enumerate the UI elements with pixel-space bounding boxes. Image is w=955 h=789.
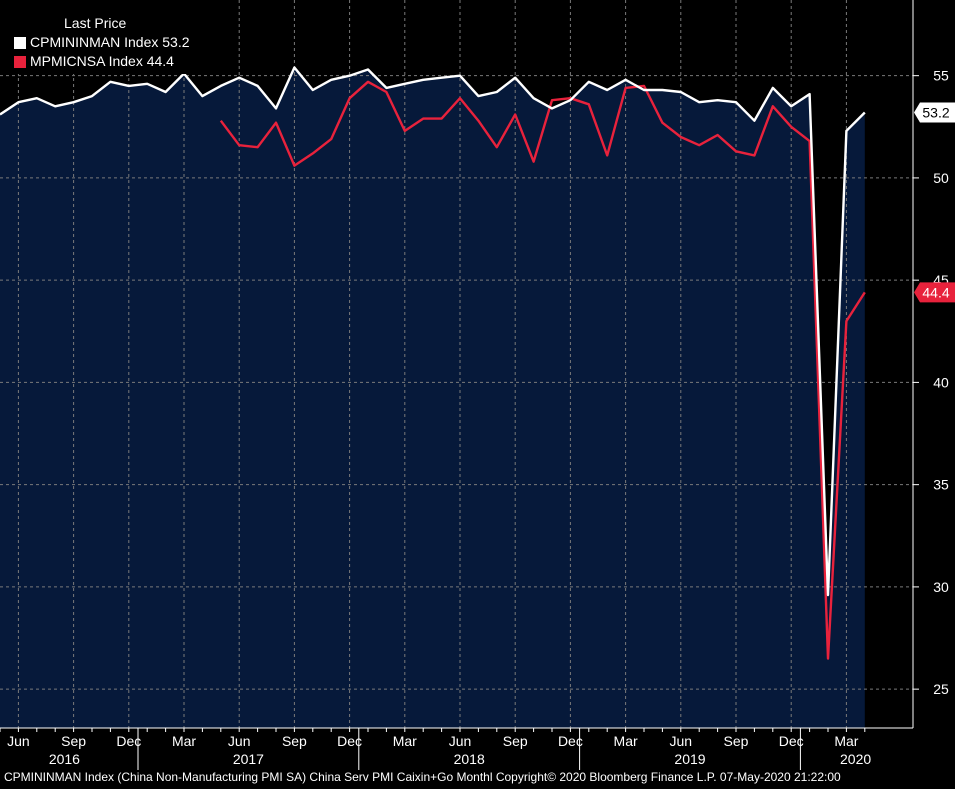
last-value-badge-red — [914, 282, 955, 303]
legend-label: CPMININMAN Index 53.2 — [30, 34, 190, 50]
x-tick-label: Dec — [337, 733, 362, 749]
y-tick-label: 30 — [933, 579, 949, 595]
x-tick-label: Dec — [779, 733, 804, 749]
x-tick-label: Jun — [670, 733, 693, 749]
last-value-badge-white — [914, 102, 955, 123]
legend-label: MPMICNSA Index 44.4 — [30, 53, 174, 69]
legend-swatch-red — [14, 55, 26, 68]
legend: Last Price CPMININMAN Index 53.2 MPMICNS… — [0, 0, 196, 74]
last-value-label: 53.2 — [922, 104, 949, 120]
series-layer — [0, 66, 866, 660]
x-tick-label: Sep — [724, 733, 749, 749]
x-tick-label: Sep — [503, 733, 528, 749]
chart-footer: CPMININMAN Index (China Non-Manufacturin… — [4, 770, 841, 784]
y-tick-label: 50 — [933, 170, 949, 186]
x-tick-label: Mar — [393, 733, 417, 749]
series-area-fill — [0, 67, 865, 728]
x-tick-label: Sep — [61, 733, 86, 749]
series-line-mpmicnsa — [219, 80, 866, 660]
last-value-label: 44.4 — [922, 284, 949, 300]
x-tick-label: Mar — [172, 733, 196, 749]
y-tick-label: 40 — [933, 374, 949, 390]
grid-layer — [0, 0, 913, 728]
axis-layer — [0, 0, 919, 770]
x-tick-label: Jun — [449, 733, 472, 749]
x-tick-label: Dec — [558, 733, 583, 749]
year-label: 2020 — [840, 751, 871, 767]
area-fill-layer — [0, 67, 865, 728]
legend-item-mpmicnsa: MPMICNSA Index 44.4 — [14, 52, 174, 71]
y-tick-label: 25 — [933, 681, 949, 697]
series-line-cpmininman — [0, 66, 866, 597]
y-tick-label: 55 — [933, 68, 949, 84]
year-label: 2019 — [674, 751, 705, 767]
x-tick-label: Jun — [228, 733, 251, 749]
legend-item-cpmininman: CPMININMAN Index 53.2 — [14, 33, 190, 52]
legend-swatch-white — [14, 36, 26, 49]
x-tick-label: Mar — [614, 733, 638, 749]
x-tick-label: Sep — [282, 733, 307, 749]
x-tick-label: Dec — [116, 733, 141, 749]
legend-title: Last Price — [64, 15, 127, 31]
y-tick-label: 35 — [933, 477, 949, 493]
x-tick-label: Jun — [7, 733, 30, 749]
year-label: 2018 — [454, 751, 485, 767]
year-label: 2016 — [49, 751, 80, 767]
year-label: 2017 — [233, 751, 264, 767]
x-tick-label: Mar — [834, 733, 858, 749]
